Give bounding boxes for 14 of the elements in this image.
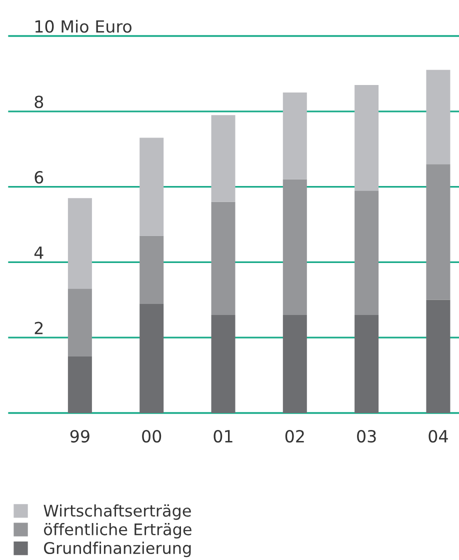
x-tick-label: 01	[214, 430, 232, 443]
x-tick-label: 99	[70, 430, 90, 443]
y-tick-label: 2	[34, 322, 43, 334]
y-tick-label: 6	[34, 170, 44, 184]
legend-label: Wirtschaftserträge	[44, 504, 191, 520]
legend-label: Grundfinanzierung	[44, 542, 191, 558]
x-tick-label: 03	[357, 430, 376, 443]
y-tick-label: 4	[34, 246, 44, 259]
x-tick-label: 00	[142, 430, 162, 443]
legend-label: öffentliche Erträge	[44, 523, 192, 538]
y-tick-label: 10 Mio Euro	[35, 20, 132, 33]
x-tick-label: 02	[285, 430, 304, 443]
x-tick-label: 04	[428, 430, 448, 443]
y-tick-label: 8	[34, 96, 44, 108]
